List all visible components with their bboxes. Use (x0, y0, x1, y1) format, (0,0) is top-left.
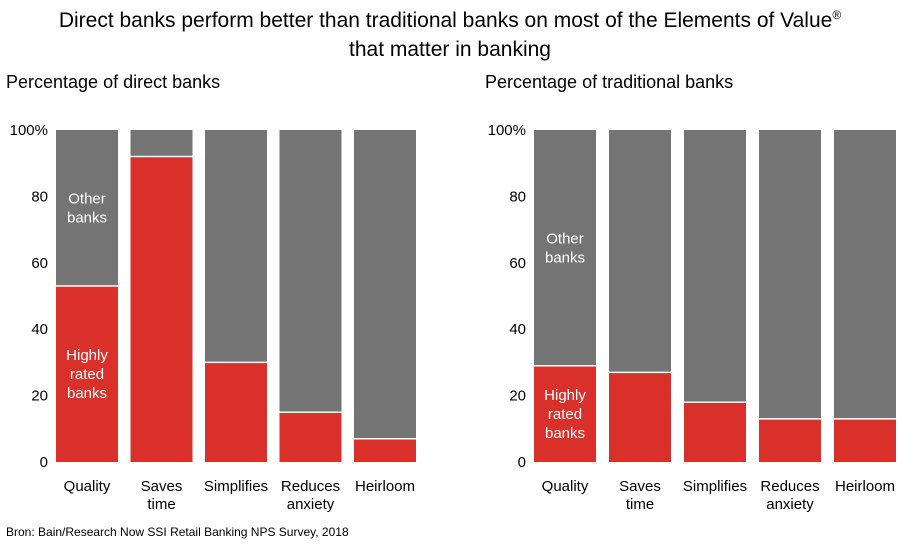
x-tick-label: time (147, 496, 175, 513)
series-label-other-banks: banks (67, 210, 107, 227)
bar-other-banks (834, 130, 896, 419)
series-label-highly-rated: banks (545, 425, 585, 442)
y-tick-label: 20 (509, 388, 526, 405)
bar-other-banks (56, 130, 118, 287)
y-tick-label: 0 (518, 454, 526, 471)
bar-other-banks (130, 130, 193, 157)
y-tick-label: 100% (10, 122, 48, 139)
bar-highly-rated (354, 438, 416, 462)
source-note: Bron: Bain/Research Now SSI Retail Banki… (6, 525, 349, 539)
title-line-1: Direct banks perform better than traditi… (58, 9, 833, 32)
bar-highly-rated (609, 372, 671, 462)
bar-other-banks (279, 130, 342, 413)
bar-other-banks (534, 130, 596, 366)
bar-other-banks (354, 130, 416, 439)
y-tick-label: 40 (509, 321, 526, 338)
y-tick-label: 20 (31, 388, 48, 405)
panel-title-2: Percentage of traditional banks (485, 72, 733, 92)
y-tick-label: 60 (509, 255, 526, 272)
series-label-other-banks: banks (545, 249, 585, 266)
panel-title-1: Percentage of direct banks (6, 72, 220, 92)
chart-title: Direct banks perform better than traditi… (0, 6, 900, 64)
bar-highly-rated (205, 362, 267, 462)
bar-highly-rated (834, 418, 896, 462)
bar-highly-rated (279, 412, 342, 462)
series-label-highly-rated: banks (67, 385, 107, 402)
x-tick-label: Simplifies (204, 478, 268, 495)
y-tick-label: 80 (509, 188, 526, 205)
x-tick-label: Simplifies (683, 478, 747, 495)
x-tick-label: Quality (64, 478, 111, 495)
bar-other-banks (609, 130, 671, 373)
y-tick-label: 0 (40, 454, 48, 471)
series-label-highly-rated: rated (70, 366, 104, 383)
bar-highly-rated (759, 418, 821, 462)
bar-highly-rated (130, 156, 193, 462)
bar-other-banks (759, 130, 821, 419)
x-tick-label: anxiety (287, 496, 335, 513)
bar-highly-rated (56, 286, 118, 462)
x-tick-label: Saves (141, 478, 183, 495)
x-tick-label: Heirloom (355, 478, 415, 495)
title-line-2: that matter in banking (349, 38, 551, 61)
x-tick-label: Saves (619, 478, 661, 495)
series-label-highly-rated: Highly (544, 387, 586, 404)
series-label-other-banks: Other (68, 191, 106, 208)
bar-other-banks (684, 130, 746, 403)
y-tick-label: 40 (31, 321, 48, 338)
series-label-highly-rated: Highly (66, 347, 108, 364)
series-label-highly-rated: rated (548, 406, 582, 423)
x-tick-label: Quality (542, 478, 589, 495)
y-tick-label: 60 (31, 255, 48, 272)
bar-other-banks (205, 130, 267, 363)
y-tick-label: 100% (488, 122, 526, 139)
registered-mark: ® (832, 8, 842, 22)
x-tick-label: anxiety (766, 496, 814, 513)
x-tick-label: Heirloom (835, 478, 895, 495)
bar-highly-rated (534, 365, 596, 462)
series-label-other-banks: Other (546, 230, 584, 247)
bar-highly-rated (684, 402, 746, 462)
x-tick-label: Reduces (281, 478, 340, 495)
x-tick-label: time (626, 496, 654, 513)
y-tick-label: 80 (31, 188, 48, 205)
x-tick-label: Reduces (760, 478, 819, 495)
